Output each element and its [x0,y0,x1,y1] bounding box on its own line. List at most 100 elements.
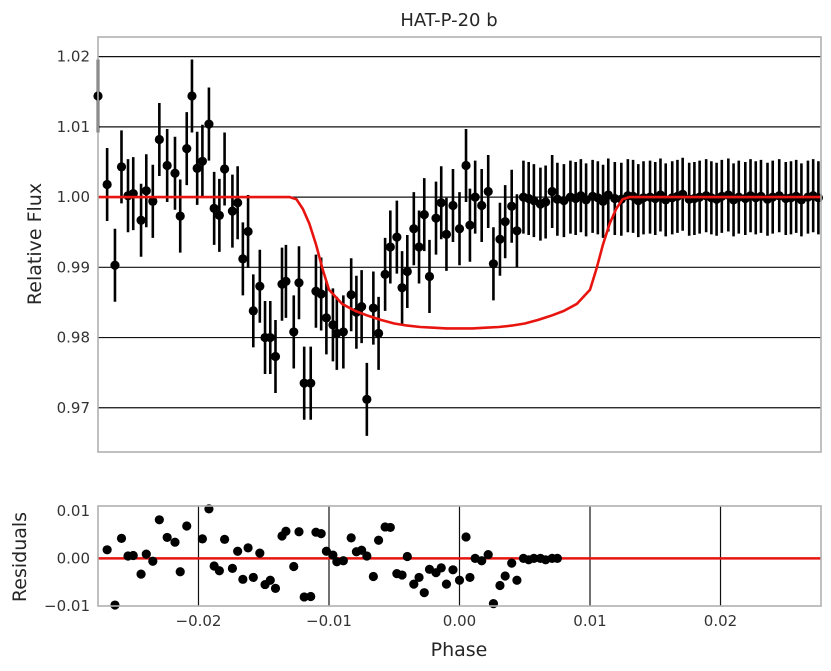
flux-panel: 0.97 0.98 0.99 1.00 1.01 1.02 [57,36,823,453]
residual-y-tick-label: 0.00 [57,549,90,567]
residual-data-point [306,591,316,602]
flux-data-point [431,213,441,223]
flux-data-point [477,200,487,211]
residual-data-point [385,522,395,533]
residual-data-point [346,533,356,543]
residual-data-point [483,549,493,560]
residual-data-point [488,599,499,609]
flux-data-point [338,327,348,337]
flux-y-tick-label: 0.99 [57,258,90,276]
residual-data-point [116,533,127,543]
phase-x-tick-label: 0.00 [443,612,476,630]
residual-data-point [214,566,224,576]
phase-x-tick-label: −0.01 [306,612,352,630]
flux-data-point [306,378,316,388]
flux-data-point [321,313,331,323]
residual-data-point [294,527,304,537]
residual-data-point [477,556,487,566]
residual-data-point [141,549,151,559]
residual-data-point [454,575,465,585]
flux-data-point [409,224,419,234]
flux-data-point [441,229,452,239]
flux-data-point [397,283,407,293]
flux-y-tick-label: 1.00 [57,188,90,206]
flux-y-tick-label: 0.98 [57,329,90,347]
flux-data-point [368,303,378,313]
flux-data-point [219,164,230,174]
residual-data-point [154,515,164,525]
flux-data-point [547,186,557,197]
residual-data-point [238,574,248,584]
flux-data-point [162,160,172,171]
flux-data-point [255,281,265,291]
residual-y-tick-label: −0.01 [44,597,90,615]
flux-data-point [214,210,224,220]
flux-data-point [436,198,446,208]
flux-data-point [346,290,356,300]
residual-data-point [299,592,309,602]
transit-model-line [98,195,821,330]
residual-data-point [552,553,562,563]
flux-data-point [192,163,202,173]
flux-data-point [488,259,499,269]
residual-data-point [270,583,281,593]
residual-data-point [529,553,539,563]
residual-data-point [441,579,452,589]
residual-data-point [316,529,326,539]
residual-data-point [507,558,517,568]
phase-x-axis-label: Phase [431,639,488,661]
residual-data-point [219,534,230,544]
flux-data-point [598,196,608,206]
flux-plot-frame [97,36,822,453]
residual-data-point [281,526,291,536]
flux-data-point [148,196,158,206]
flux-data-point [182,144,192,154]
flux-data-point [316,289,326,299]
residual-data-point [197,534,208,544]
residual-data-point [419,588,429,598]
flux-data-point [507,201,517,211]
flux-y-tick-label: 1.02 [57,48,90,66]
residual-data-point [148,556,158,566]
flux-data-point [233,198,243,208]
residual-data-point [265,575,275,585]
flux-data-point [243,226,253,237]
residual-data-point [170,537,180,547]
residual-data-point [255,548,265,558]
flux-data-point [373,328,384,338]
residual-data-point [227,563,238,573]
residual-data-point [338,556,348,566]
residuals-y-axis-label: Residuals [9,512,31,602]
phase-x-tick-label: 0.01 [573,612,606,630]
residuals-panel: −0.02 −0.01 0.00 0.01 0.02 −0.01 0.00 0.01 [44,502,822,630]
phase-x-tick-label: 0.02 [704,612,737,630]
flux-data-point [270,351,281,362]
flux-data-point [102,179,112,190]
residual-data-point [182,521,192,531]
residual-data-point [248,572,258,583]
flux-data-point [448,200,458,211]
residuals-plot-frame [97,505,822,607]
residual-data-point [414,572,424,583]
residual-data-point [175,567,185,577]
residual-data-point [465,572,475,583]
flux-data-point [204,119,214,129]
residual-data-point [402,551,412,562]
residual-data-point [243,543,253,553]
residual-data-point [461,532,471,542]
flux-y-axis-label: Relative Flux [24,183,46,305]
flux-data-point [175,211,185,221]
flux-data-point [248,306,258,316]
flux-data-point [265,332,275,343]
flux-data-point [483,186,493,197]
flux-data-point [209,203,219,213]
flux-data-point [419,210,429,220]
residual-data-point [373,535,384,545]
residual-data-point [102,545,112,555]
flux-data-point [238,254,248,264]
flux-data-point [454,224,465,234]
residual-data-point [436,563,446,573]
residual-data-point [328,550,338,560]
flux-data-point [380,269,390,279]
flux-data-point [541,197,551,207]
